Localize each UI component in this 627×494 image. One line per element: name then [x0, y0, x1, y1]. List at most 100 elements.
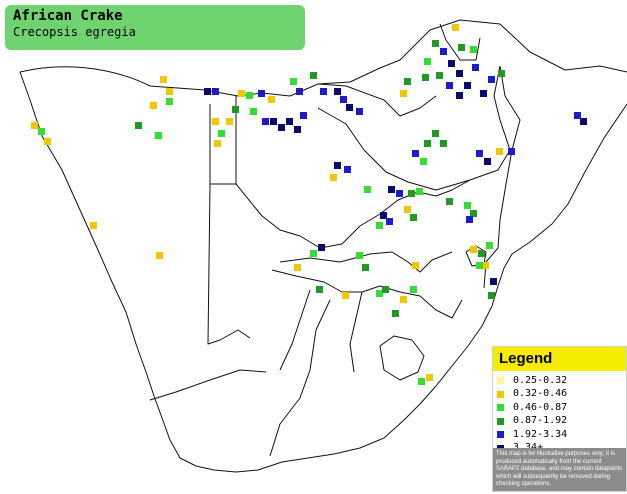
grid-cell: [440, 140, 447, 147]
grid-cell: [476, 262, 483, 269]
grid-cell: [376, 290, 383, 297]
grid-cell: [150, 102, 157, 109]
grid-cell: [316, 286, 323, 293]
grid-cell: [90, 222, 97, 229]
grid-cell: [470, 46, 477, 53]
legend-row: 0.32-0.46: [497, 388, 626, 402]
grid-cell: [334, 88, 341, 95]
legend-range-label: 0.32-0.46: [513, 388, 568, 400]
grid-cell: [232, 106, 239, 113]
grid-cell: [508, 148, 515, 155]
grid-cell: [294, 264, 301, 271]
grid-cell: [488, 76, 495, 83]
grid-cell: [422, 74, 429, 81]
grid-cell: [160, 76, 167, 83]
legend-swatch: [497, 417, 504, 425]
grid-cell: [420, 158, 427, 165]
grid-cell: [472, 64, 479, 71]
grid-cell: [296, 88, 303, 95]
border-zambia: [317, 83, 437, 117]
grid-cell: [294, 126, 301, 133]
province-lines: [149, 251, 463, 457]
grid-cell: [480, 90, 487, 97]
legend-list: 0.25-0.32 0.32-0.46 0.46-0.87 0.87-1.92 …: [493, 371, 626, 455]
grid-cell: [410, 214, 417, 221]
legend-swatch: [497, 431, 504, 439]
legend-swatch: [497, 390, 504, 398]
coastline-west: [19, 71, 627, 473]
grid-cell: [258, 90, 265, 97]
grid-cell: [490, 278, 497, 285]
grid-cell: [408, 190, 415, 197]
grid-cell: [334, 162, 341, 169]
grid-cell: [432, 130, 439, 137]
grid-cell: [218, 130, 225, 137]
grid-cell: [290, 78, 297, 85]
map-title-panel: African Crake Crecopsis egregia: [5, 5, 305, 50]
grid-cell: [424, 58, 431, 65]
grid-cell: [380, 212, 387, 219]
grid-cell: [238, 90, 245, 97]
grid-cell: [400, 90, 407, 97]
border-malawi: [439, 23, 481, 61]
legend-range-label: 0.25-0.32: [513, 374, 568, 386]
grid-cell: [135, 122, 142, 129]
grid-cell: [424, 140, 431, 147]
grid-cell: [488, 292, 495, 299]
border-zimbabwe: [317, 65, 511, 191]
grid-cell: [466, 216, 473, 223]
grid-cell: [456, 70, 463, 77]
legend-row: 0.25-0.32: [497, 374, 626, 388]
grid-cell: [310, 72, 317, 79]
grid-cell: [278, 124, 285, 131]
grid-cell: [426, 374, 433, 381]
legend-swatch: [497, 404, 504, 412]
grid-cell: [204, 88, 211, 95]
grid-cell: [382, 286, 389, 293]
grid-cell: [330, 174, 337, 181]
grid-cell: [478, 250, 485, 257]
grid-cell: [486, 242, 493, 249]
grid-cell: [404, 206, 411, 213]
grid-cell: [38, 128, 45, 135]
coastline: [19, 19, 627, 97]
grid-cell: [464, 82, 471, 89]
grid-cell: [482, 262, 489, 269]
grid-cell: [452, 24, 459, 31]
grid-cell: [484, 158, 491, 165]
grid-cell: [386, 218, 393, 225]
legend-swatch: [497, 377, 504, 385]
border-mozambique: [483, 65, 521, 289]
grid-cell: [246, 92, 253, 99]
grid-cell: [440, 48, 447, 55]
legend-row: 0.46-0.87: [497, 401, 626, 415]
grid-cell: [470, 246, 477, 253]
grid-cell: [446, 198, 453, 205]
grid-cell: [458, 44, 465, 51]
grid-cell: [362, 264, 369, 271]
grid-cell: [412, 262, 419, 269]
grid-cell: [166, 88, 173, 95]
grid-cell: [344, 166, 351, 173]
grid-cell: [270, 118, 277, 125]
grid-cell: [376, 222, 383, 229]
grid-cell: [320, 88, 327, 95]
legend-row: 1.92-3.34: [497, 428, 626, 442]
grid-cell: [418, 378, 425, 385]
grid-cell: [318, 244, 325, 251]
legend-range-label: 1.92-3.34: [513, 428, 568, 440]
species-scientific-name: Crecopsis egregia: [13, 25, 136, 39]
grid-cell: [400, 296, 407, 303]
grid-cell: [456, 92, 463, 99]
grid-cell: [346, 104, 353, 111]
grid-cell: [268, 96, 275, 103]
border-lesotho: [379, 335, 425, 381]
grid-cell: [396, 190, 403, 197]
grid-cell: [498, 70, 505, 77]
atlas-grid-cells: [31, 24, 587, 385]
grid-cell: [416, 188, 423, 195]
grid-cell: [310, 250, 317, 257]
grid-cell: [44, 138, 51, 145]
legend-panel: Legend 0.25-0.32 0.32-0.46 0.46-0.87 0.8…: [492, 346, 627, 492]
grid-cell: [446, 82, 453, 89]
